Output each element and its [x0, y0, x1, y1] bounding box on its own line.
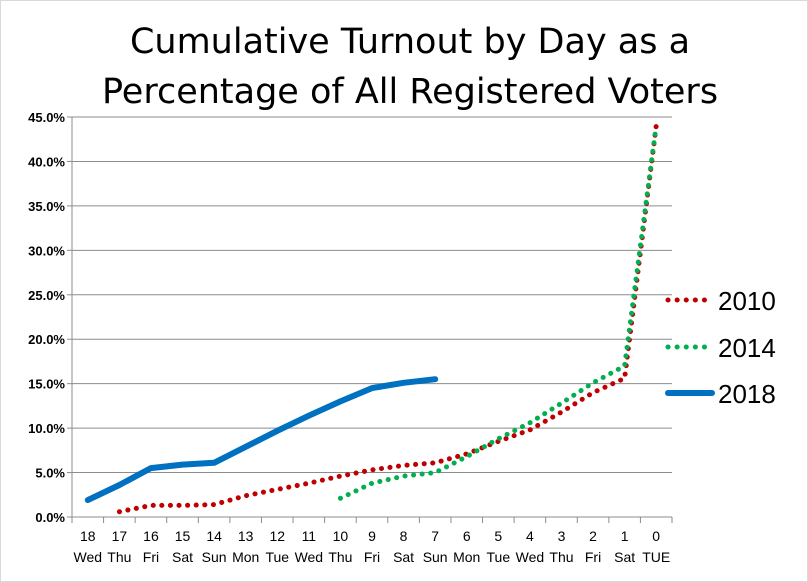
chart-title-line-1: Cumulative Turnout by Day as a — [129, 22, 691, 62]
y-tick-label: 40.0% — [28, 154, 65, 169]
x-tick-label-day-count: 18 — [80, 528, 96, 544]
x-tick-label-day-count: 6 — [463, 528, 471, 544]
x-tick-label-day-count: 15 — [175, 528, 191, 544]
chart-title-line-2: Percentage of All Registered Voters — [101, 72, 719, 112]
x-tick-label-day-count: 3 — [558, 528, 566, 544]
x-tick-label-day-count: 0 — [652, 528, 660, 544]
y-tick-label: 25.0% — [28, 288, 65, 303]
y-tick-label: 0.0% — [35, 510, 65, 525]
gridlines — [72, 116, 672, 474]
x-tick-label-day-count: 11 — [302, 528, 317, 544]
x-tick-label-day-count: 7 — [431, 528, 439, 544]
y-tick-label: 30.0% — [28, 243, 65, 258]
x-tick-label-day-count: 12 — [269, 528, 285, 544]
plot-series — [84, 123, 659, 515]
series-line-2018 — [84, 376, 439, 504]
series-line-2014 — [337, 123, 659, 501]
x-tick-label-weekday: Mon — [453, 549, 480, 565]
y-tick-label: 5.0% — [35, 466, 65, 481]
y-tick-label: 15.0% — [28, 377, 65, 392]
x-tick-label-day-count: 1 — [621, 528, 629, 544]
x-tick-label-weekday: Wed — [516, 549, 545, 565]
x-tick-label-day-count: 16 — [143, 528, 159, 544]
x-tick-label-weekday: Sun — [202, 549, 227, 565]
legend-label-2010: 2010 — [718, 286, 776, 316]
x-tick-label-day-count: 17 — [112, 528, 128, 544]
legend: 2010 2014 2018 — [665, 286, 776, 409]
x-tick-label-day-count: 10 — [333, 528, 349, 544]
x-tick-label-day-count: 8 — [400, 528, 408, 544]
x-tick-label-weekday: Tue — [487, 549, 511, 565]
x-tick-label-day-count: 14 — [206, 528, 222, 544]
x-axis: 18Wed17Thu16Fri15Sat14Sun13Mon12Tue11Wed… — [71, 516, 673, 565]
x-tick-label-weekday: TUE — [642, 549, 670, 565]
x-tick-label-day-count: 9 — [368, 528, 376, 544]
x-tick-label-weekday: Wed — [74, 549, 103, 565]
x-tick-label-weekday: Wed — [295, 549, 324, 565]
y-tick-label: 10.0% — [28, 421, 65, 436]
x-tick-label-weekday: Sat — [172, 549, 193, 565]
x-tick-label-weekday: Thu — [107, 549, 131, 565]
x-tick-label-day-count: 2 — [589, 528, 597, 544]
x-tick-label-weekday: Fri — [143, 549, 159, 565]
x-tick-label-day-count: 13 — [238, 528, 254, 544]
y-tick-label: 45.0% — [28, 110, 65, 125]
x-tick-label-day-count: 4 — [526, 528, 534, 544]
x-tick-label-weekday: Mon — [232, 549, 259, 565]
legend-label-2018: 2018 — [718, 379, 776, 409]
legend-label-2014: 2014 — [718, 333, 776, 363]
x-tick-label-weekday: Sat — [614, 549, 635, 565]
x-tick-label-weekday: Sun — [423, 549, 448, 565]
y-tick-label: 35.0% — [28, 199, 65, 214]
x-tick-label-weekday: Thu — [549, 549, 573, 565]
x-tick-label-weekday: Tue — [265, 549, 289, 565]
x-tick-label-day-count: 5 — [494, 528, 502, 544]
x-tick-label-weekday: Fri — [364, 549, 380, 565]
x-tick-label-weekday: Thu — [328, 549, 352, 565]
x-tick-label-weekday: Sat — [393, 549, 414, 565]
y-tick-label: 20.0% — [28, 332, 65, 347]
y-axis: 0.0% 5.0% 10.0% 15.0% 20.0% 25.0% 30.0% 35.0% 40… — [28, 110, 73, 525]
x-tick-label-weekday: Fri — [585, 549, 601, 565]
series-line-2010 — [116, 123, 659, 515]
